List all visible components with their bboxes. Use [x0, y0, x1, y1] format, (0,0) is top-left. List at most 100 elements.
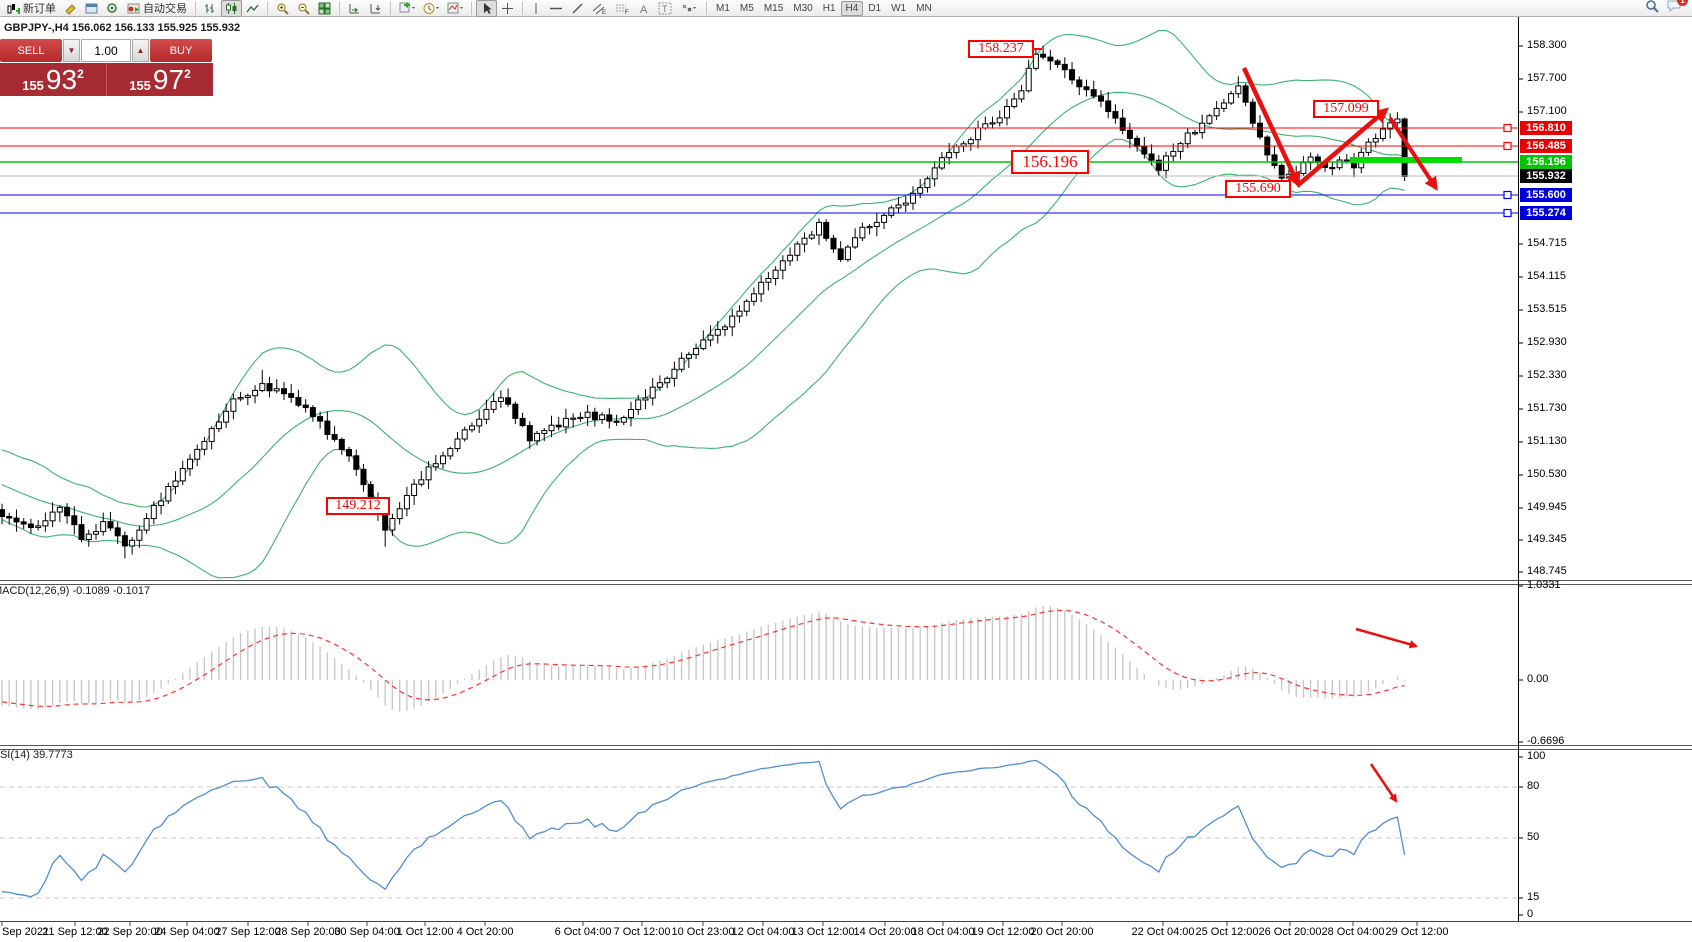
timeframe-button-mn[interactable]: MN	[916, 2, 932, 14]
cursor-icon	[480, 2, 493, 15]
text-label-icon: T	[658, 2, 672, 15]
tile-windows-icon	[318, 2, 331, 15]
price-tick-label: 157.100	[1527, 105, 1567, 117]
price-tick-label: 154.115	[1527, 270, 1566, 282]
timeframe-button-m30[interactable]: M30	[793, 2, 813, 14]
templates-button[interactable]	[443, 0, 467, 17]
periods-button[interactable]	[419, 0, 443, 17]
data-window-icon	[85, 2, 98, 15]
trendline-icon	[571, 2, 584, 15]
horizontal-line-button[interactable]	[545, 0, 567, 17]
buy-price[interactable]: 155 97 2	[107, 63, 213, 96]
search-icon[interactable]	[1645, 0, 1659, 18]
zoom-out-button[interactable]	[293, 0, 314, 17]
metaeditor-icon	[64, 2, 77, 15]
line-chart-icon	[246, 2, 259, 15]
crosshair-button[interactable]	[497, 0, 518, 17]
rsi-label: RSI(14) 39.7773	[0, 749, 73, 761]
green-trend-segment[interactable]	[1350, 157, 1462, 163]
text-label-button[interactable]: T	[654, 0, 676, 17]
candlestick-chart-button[interactable]	[221, 0, 242, 17]
bb-middle-band	[1, 91, 1405, 527]
timeframe-button-m15[interactable]: M15	[763, 2, 784, 14]
timeframe-button-w1[interactable]: W1	[891, 2, 907, 14]
data-window-button[interactable]	[81, 0, 102, 17]
cursor-button[interactable]	[476, 0, 497, 17]
new-order-icon	[7, 2, 20, 15]
alerts-button[interactable]	[102, 0, 123, 17]
price-annotation-155.690[interactable]: 155.690	[1225, 180, 1291, 198]
price-annotation-156.196[interactable]: 156.196	[1011, 150, 1089, 174]
chart-frame	[0, 17, 1692, 926]
red-arrow-main-2[interactable]	[1295, 107, 1389, 188]
red-arrow-macd[interactable]	[1355, 627, 1419, 649]
text-icon: A	[638, 2, 650, 15]
alerts-icon	[106, 2, 119, 15]
line-chart-button[interactable]	[242, 0, 263, 17]
volume-increase-button[interactable]: ▲	[132, 39, 149, 62]
macd-label: MACD(12,26,9) -0.1089 -0.1017	[0, 585, 151, 597]
tile-windows-button[interactable]	[314, 0, 335, 17]
vertical-line-icon	[531, 2, 541, 15]
trendline-button[interactable]	[567, 0, 588, 17]
price-annotation-157.099[interactable]: 157.099	[1313, 100, 1379, 118]
time-label: 21 Sep 12:00	[42, 926, 108, 938]
timeframe-button-m1[interactable]: M1	[716, 2, 730, 14]
buy-price-pipette: 2	[184, 67, 191, 81]
text-button[interactable]: A	[634, 0, 654, 17]
zoom-in-button[interactable]	[272, 0, 293, 17]
bar-chart-button[interactable]	[200, 0, 221, 17]
time-label: Sep 2021	[2, 926, 50, 938]
bb-lower-band	[1, 138, 1405, 579]
price-tick-label: 148.745	[1527, 565, 1567, 577]
time-label: 10 Oct 23:00	[671, 926, 735, 938]
price-annotation-158.237[interactable]: 158.237	[968, 40, 1034, 58]
equidistant-channel-button[interactable]: E	[588, 0, 611, 17]
price-tick-label: 158.300	[1527, 39, 1567, 51]
timeframe-button-m5[interactable]: M5	[739, 2, 754, 14]
time-label: 24 Sep 04:00	[154, 926, 220, 938]
volume-input[interactable]	[81, 39, 131, 62]
indicators-button[interactable]	[395, 0, 419, 17]
user-drawings[interactable]	[1034, 48, 1462, 803]
red-arrow-rsi[interactable]	[1369, 763, 1398, 803]
one-click-trading-panel: SELL ▼ ▲ BUY 155 93 2 155 97 2	[0, 39, 213, 96]
autotrading-button[interactable]: 自动交易	[123, 0, 191, 17]
price-line-156.485[interactable]	[0, 141, 1518, 151]
price-tick-label: 153.515	[1527, 303, 1567, 315]
timeframe-group: M1 M5 M15 M30 H1 H4 D1 W1 MN	[711, 0, 937, 16]
new-order-button[interactable]: 新订单	[3, 0, 60, 17]
auto-scroll-button[interactable]	[344, 0, 365, 17]
time-label: 7 Oct 12:00	[613, 926, 671, 938]
time-label: 20 Oct 20:00	[1030, 926, 1094, 938]
red-arrow-main-1[interactable]	[1241, 67, 1301, 188]
price-tick-label: 149.945	[1527, 501, 1567, 513]
candlestick-chart-icon	[225, 2, 238, 15]
notification-badge: 1	[1677, 0, 1688, 6]
price-line-155.274[interactable]	[0, 208, 1518, 218]
price-line-156.810[interactable]	[0, 123, 1518, 133]
arrows-button[interactable]	[676, 0, 702, 17]
chart-canvas[interactable]	[0, 17, 1692, 942]
volume-decrease-button[interactable]: ▼	[63, 39, 80, 62]
price-annotation-149.212[interactable]: 149.212	[326, 497, 390, 515]
buy-button[interactable]: BUY	[150, 39, 212, 62]
timeframe-button-h1[interactable]: H1	[822, 2, 836, 14]
sell-price-figure: 155	[22, 78, 44, 93]
fibonacci-icon: F	[615, 2, 630, 15]
chat-button[interactable]: 1	[1667, 0, 1688, 17]
time-label: 30 Sep 04:00	[334, 926, 400, 938]
sell-price[interactable]: 155 93 2	[0, 63, 107, 96]
vertical-line-button[interactable]	[527, 0, 545, 17]
red-arrow-main-3[interactable]	[1388, 116, 1438, 191]
buy-price-pips: 97	[152, 64, 185, 95]
metaeditor-button[interactable]	[60, 0, 81, 17]
timeframe-button-d1[interactable]: D1	[868, 2, 882, 14]
time-label: 28 Sep 20:00	[275, 926, 341, 938]
time-label: 6 Oct 04:00	[554, 926, 612, 938]
chart-shift-button[interactable]	[365, 0, 386, 17]
timeframe-button-h4[interactable]: H4	[840, 0, 864, 16]
autotrading-icon	[127, 2, 140, 15]
fibonacci-button[interactable]: F	[611, 0, 634, 17]
sell-button[interactable]: SELL	[0, 39, 62, 62]
